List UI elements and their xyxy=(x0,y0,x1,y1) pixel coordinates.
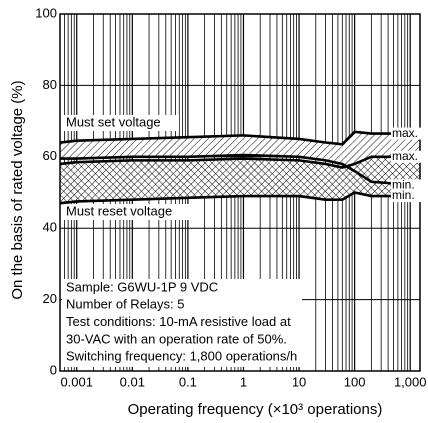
x-tick-label: 1,000 xyxy=(394,374,427,389)
band-max-line xyxy=(59,130,420,146)
end-label-bg xyxy=(391,150,421,163)
end-label: min. xyxy=(392,178,415,192)
band-min-line xyxy=(59,191,420,205)
y-tick-label: 0 xyxy=(50,362,57,377)
end-label: max. xyxy=(392,126,418,140)
band-label-bg xyxy=(64,115,179,131)
note-line: 30-VAC with an operation rate of 50%. xyxy=(66,331,287,346)
bands xyxy=(59,130,421,205)
end-label-bg xyxy=(391,127,421,140)
x-tick-label: 0.001 xyxy=(60,374,93,389)
band-label-bg xyxy=(64,204,192,220)
end-label-bg xyxy=(391,190,421,203)
notes-bg xyxy=(62,279,302,367)
labels: 0 20 40 60 80 100 0.001 0.01 0.1 1 10 100 1,000 max. m… xyxy=(35,5,426,389)
band-max-line xyxy=(59,155,420,169)
y-axis-label: On the basis of rated voltage (%) xyxy=(9,80,26,299)
note-line: Test conditions: 10-mA resistive load at xyxy=(66,314,291,329)
x-tick-label: 0.1 xyxy=(179,374,197,389)
band-min-line xyxy=(60,153,421,187)
y-tick-label: 20 xyxy=(43,291,57,306)
band-fill xyxy=(60,156,420,204)
note-line: Sample: G6WU-1P 9 VDC xyxy=(66,279,218,294)
x-tick-label: 10 xyxy=(292,374,306,389)
y-tick-label: 40 xyxy=(43,220,57,235)
x-tick-label: 0.01 xyxy=(120,374,145,389)
end-label: max. xyxy=(392,149,418,163)
band-fill xyxy=(60,131,420,186)
x-tick-label: 1 xyxy=(240,374,247,389)
y-tick-label: 60 xyxy=(43,148,57,163)
note-line: Number of Relays: 5 xyxy=(66,297,185,312)
note-line: Switching frequency: 1,800 operations/h xyxy=(66,349,297,364)
end-label-bg xyxy=(391,179,421,192)
end-label: min. xyxy=(392,188,415,202)
band-label: Must set voltage xyxy=(66,114,161,129)
y-tick-label: 80 xyxy=(43,77,57,92)
y-tick-label: 100 xyxy=(35,5,57,20)
band-label: Must reset voltage xyxy=(66,203,172,218)
x-axis-label: Operating frequency (×10³ operations) xyxy=(128,401,383,418)
x-tick-label: 100 xyxy=(344,374,366,389)
